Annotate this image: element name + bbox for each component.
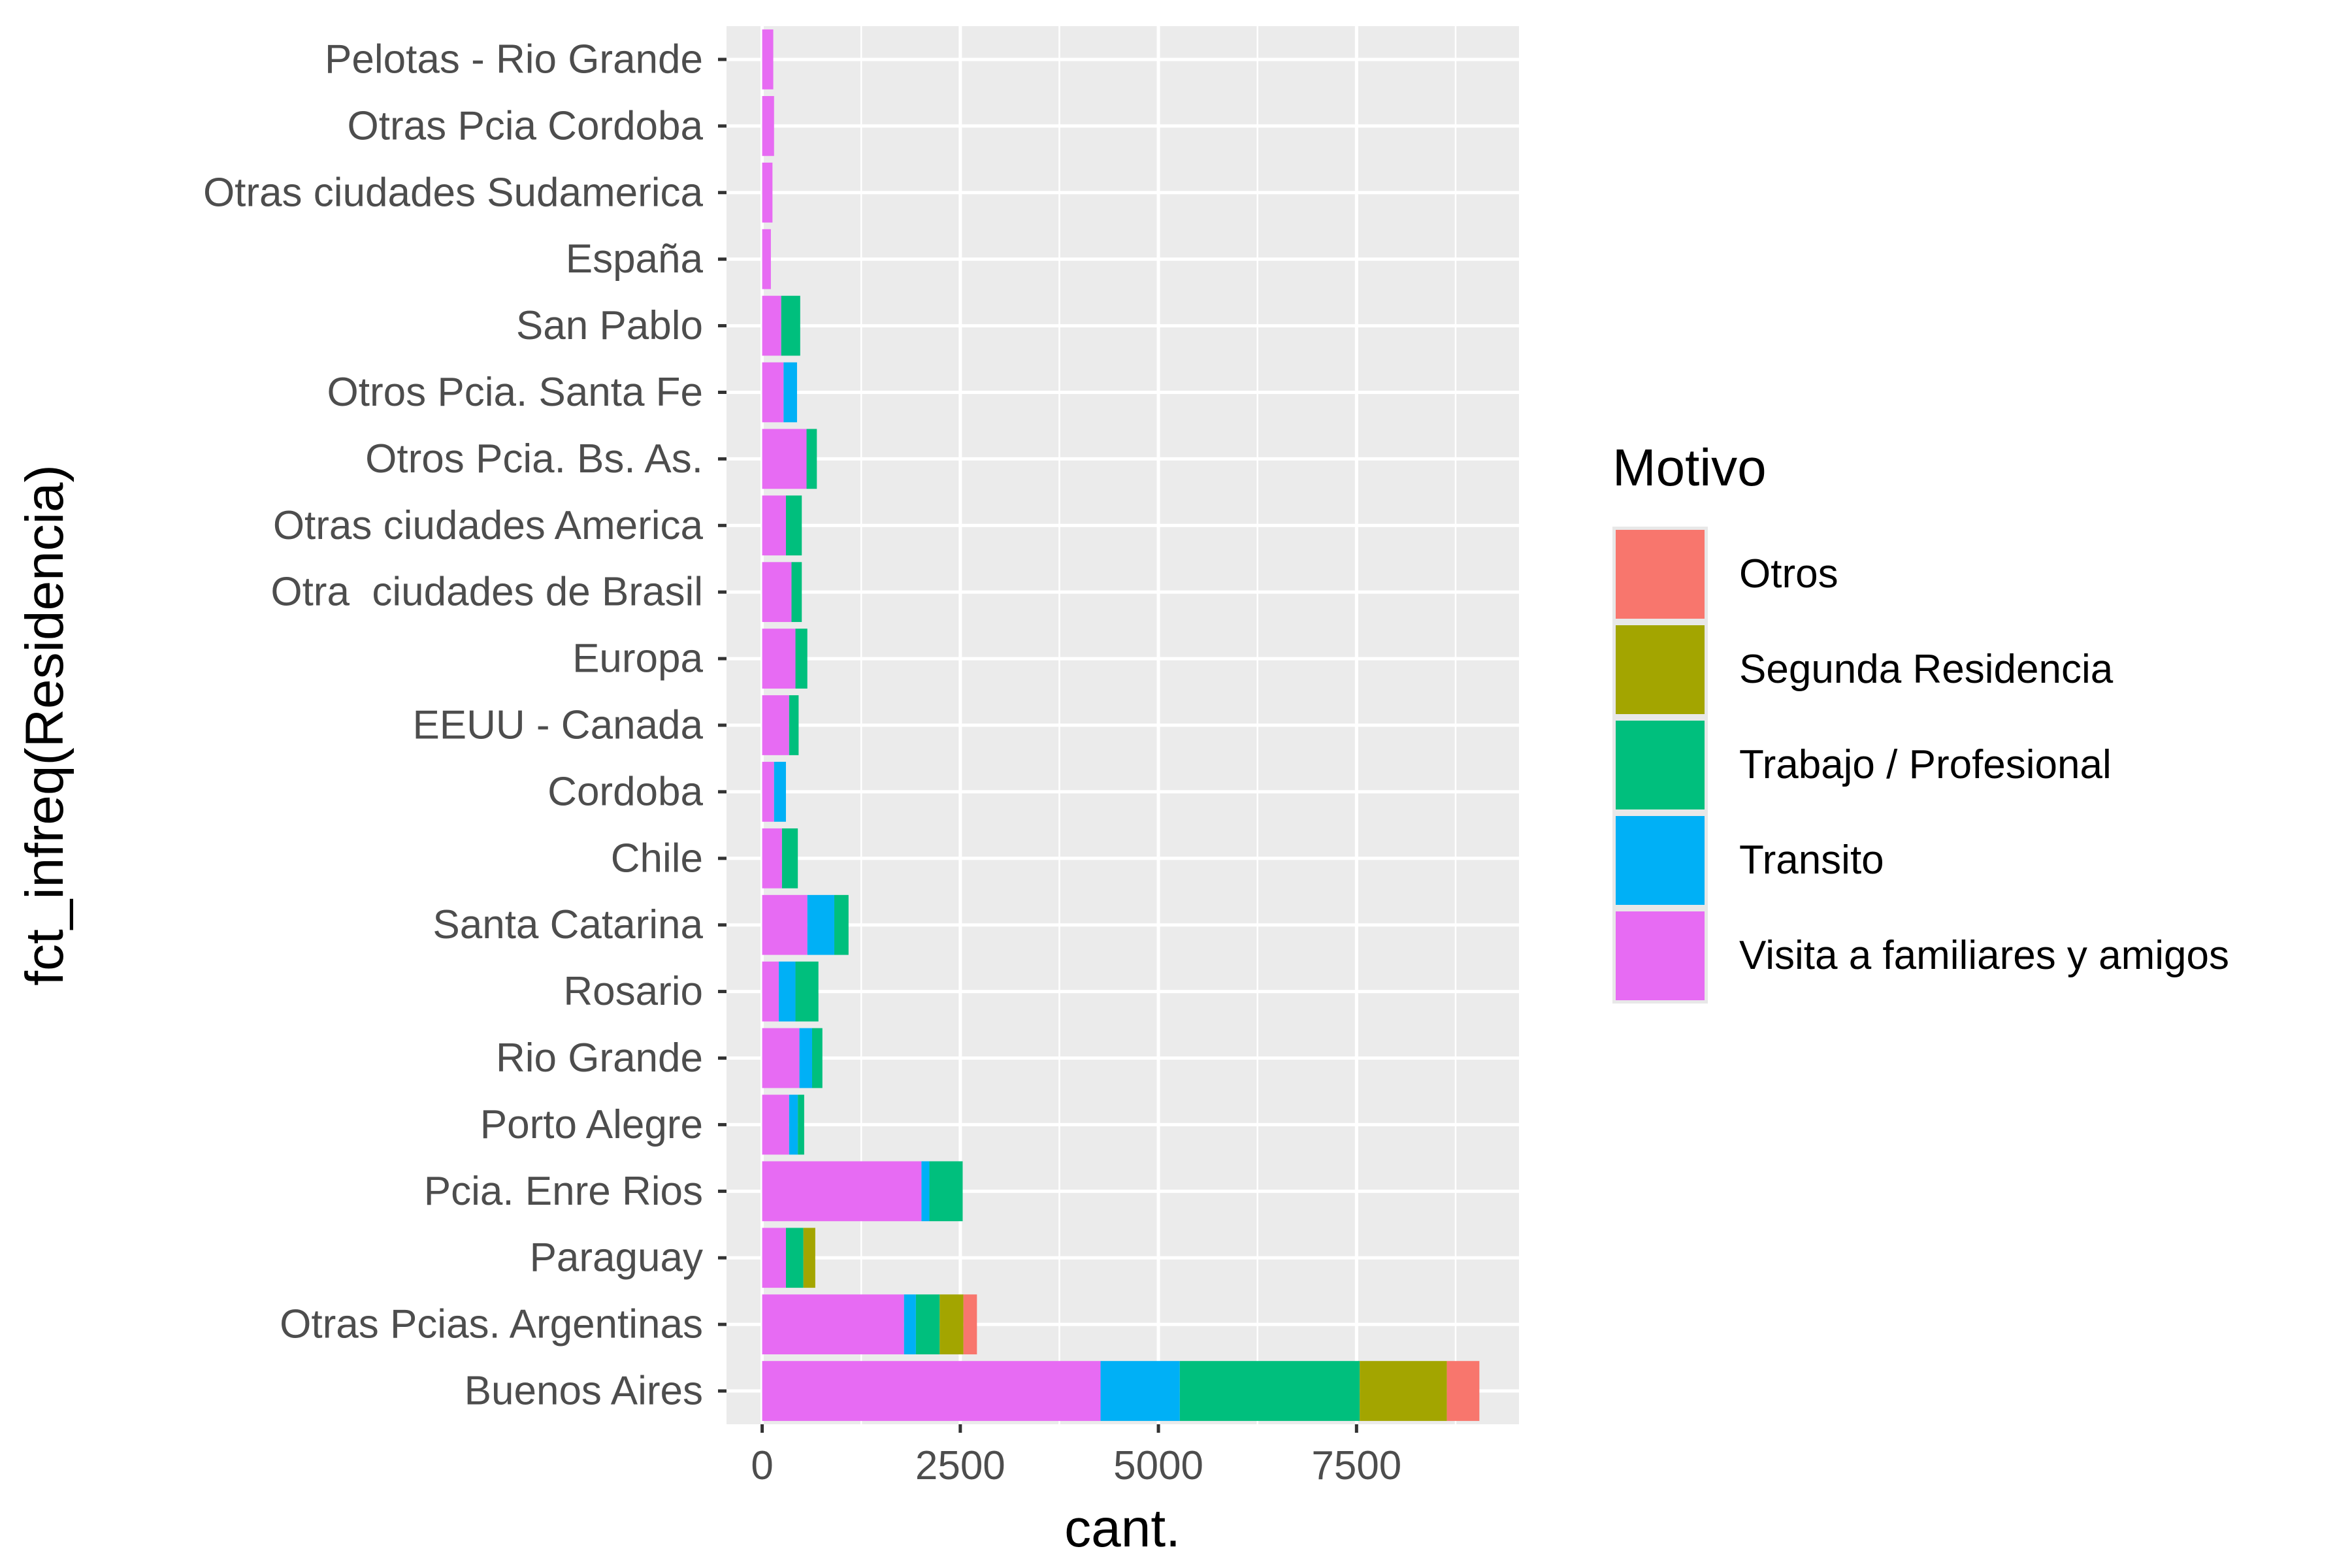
legend-key bbox=[1612, 717, 1708, 813]
x-tick-label: 2500 bbox=[915, 1443, 1005, 1488]
y-tick-label: San Pablo bbox=[516, 303, 703, 348]
legend-key bbox=[1612, 908, 1708, 1004]
y-tick-label: EEUU - Canada bbox=[412, 703, 703, 748]
y-tick-label: Otras Pcia Cordoba bbox=[348, 103, 704, 148]
bar-segment bbox=[762, 762, 774, 822]
legend-key bbox=[1612, 622, 1708, 717]
bar-segment bbox=[1446, 1361, 1480, 1421]
bar-segment bbox=[1179, 1361, 1360, 1421]
bar-segment bbox=[1100, 1361, 1180, 1421]
bar-segment bbox=[762, 295, 781, 356]
bar-segment bbox=[785, 1228, 804, 1288]
bar-segment bbox=[791, 562, 802, 623]
bar-segment bbox=[921, 1161, 930, 1222]
y-tick-label: Pcia. Enre Rios bbox=[424, 1169, 703, 1214]
bar-segment bbox=[762, 1161, 922, 1222]
legend-label: Otros bbox=[1739, 551, 1838, 596]
bar-segment bbox=[762, 1294, 904, 1354]
legend-swatch bbox=[1616, 625, 1705, 714]
y-axis: Buenos Aires Otras Pcias. Argentinas Parag… bbox=[203, 37, 727, 1414]
bar-segment bbox=[795, 629, 808, 689]
bar-segment bbox=[781, 295, 800, 356]
bar-segment bbox=[939, 1294, 964, 1354]
bar-segment bbox=[781, 828, 798, 889]
bar-segment bbox=[762, 96, 774, 156]
legend-swatch bbox=[1616, 816, 1705, 905]
bar-segment bbox=[789, 695, 799, 755]
legend-title: Motivo bbox=[1612, 438, 1767, 497]
bar-segment bbox=[762, 1361, 1101, 1421]
x-axis-title: cant. bbox=[1064, 1499, 1181, 1558]
bar-segment bbox=[785, 495, 802, 556]
legend-swatch bbox=[1616, 530, 1705, 619]
y-tick-label: Cordoba bbox=[547, 769, 703, 814]
bar-segment bbox=[762, 828, 782, 889]
y-tick-label: Otras ciudades Sudamerica bbox=[203, 170, 704, 215]
bar-segment bbox=[762, 229, 771, 289]
bar-segment bbox=[774, 762, 786, 822]
y-tick-label: Otra ciudades de Brasil bbox=[270, 570, 703, 615]
bar-segment bbox=[762, 562, 792, 623]
legend-label: Transito bbox=[1739, 838, 1884, 883]
bar-segment bbox=[789, 1094, 798, 1155]
x-tick-label: 5000 bbox=[1113, 1443, 1203, 1488]
y-tick-label: Santa Catarina bbox=[433, 902, 703, 947]
x-tick-label: 0 bbox=[751, 1443, 773, 1488]
legend-label: Visita a familiares y amigos bbox=[1739, 933, 2230, 978]
y-tick-label: Rio Grande bbox=[496, 1036, 703, 1081]
bar-segment bbox=[762, 362, 784, 423]
bar-segment bbox=[904, 1294, 916, 1354]
bar-segment bbox=[798, 1094, 804, 1155]
x-tick-label: 7500 bbox=[1311, 1443, 1401, 1488]
bar-segment bbox=[762, 961, 779, 1022]
y-tick-label: Pelotas - Rio Grande bbox=[325, 37, 703, 82]
y-tick-label: Otras ciudades America bbox=[273, 503, 704, 548]
bar-segment bbox=[762, 695, 789, 755]
bar-segment bbox=[963, 1294, 977, 1354]
bar-segment bbox=[783, 362, 797, 423]
legend-key bbox=[1612, 813, 1708, 908]
bar-segment bbox=[834, 894, 849, 955]
bar-segment bbox=[762, 495, 786, 556]
y-tick-label: Otros Pcia. Santa Fe bbox=[327, 370, 703, 415]
y-tick-label: Rosario bbox=[563, 969, 703, 1014]
y-tick-label: Otros Pcia. Bs. As. bbox=[365, 436, 703, 482]
bar-segment bbox=[779, 961, 796, 1022]
legend-label: Trabajo / Profesional bbox=[1739, 742, 2112, 787]
y-tick-label: Chile bbox=[611, 836, 703, 881]
y-tick-label: España bbox=[566, 237, 704, 282]
bar-segment bbox=[762, 1094, 789, 1155]
bar-segment bbox=[762, 162, 773, 223]
y-tick-label: Otras Pcias. Argentinas bbox=[280, 1302, 703, 1347]
bars bbox=[762, 29, 1480, 1421]
bar-segment bbox=[806, 429, 817, 489]
bar-segment bbox=[803, 1228, 815, 1288]
bar-segment bbox=[929, 1161, 963, 1222]
legend-swatch bbox=[1616, 911, 1705, 1000]
bar-segment bbox=[762, 1228, 786, 1288]
legend-key bbox=[1612, 527, 1708, 622]
legend-swatch bbox=[1616, 721, 1705, 809]
bar-segment bbox=[762, 894, 808, 955]
y-tick-label: Paraguay bbox=[530, 1235, 703, 1281]
bar-segment bbox=[807, 894, 834, 955]
bar-segment bbox=[762, 1028, 800, 1088]
bar-segment bbox=[795, 961, 819, 1022]
bar-segment bbox=[915, 1294, 940, 1354]
y-tick-label: Porto Alegre bbox=[480, 1102, 703, 1147]
bar-segment bbox=[762, 29, 774, 90]
y-tick-label: Buenos Aires bbox=[465, 1369, 703, 1414]
y-tick-label: Europa bbox=[572, 636, 703, 681]
y-axis-title: fct_infreq(Residencia) bbox=[15, 465, 74, 986]
bar-segment bbox=[1360, 1361, 1447, 1421]
bar-segment bbox=[762, 429, 807, 489]
x-axis: 0 2500 5000 7500 bbox=[751, 1424, 1401, 1488]
bar-segment bbox=[799, 1028, 813, 1088]
bar-segment bbox=[812, 1028, 823, 1088]
bar-segment bbox=[762, 629, 796, 689]
legend-label: Segunda Residencia bbox=[1739, 647, 2114, 692]
